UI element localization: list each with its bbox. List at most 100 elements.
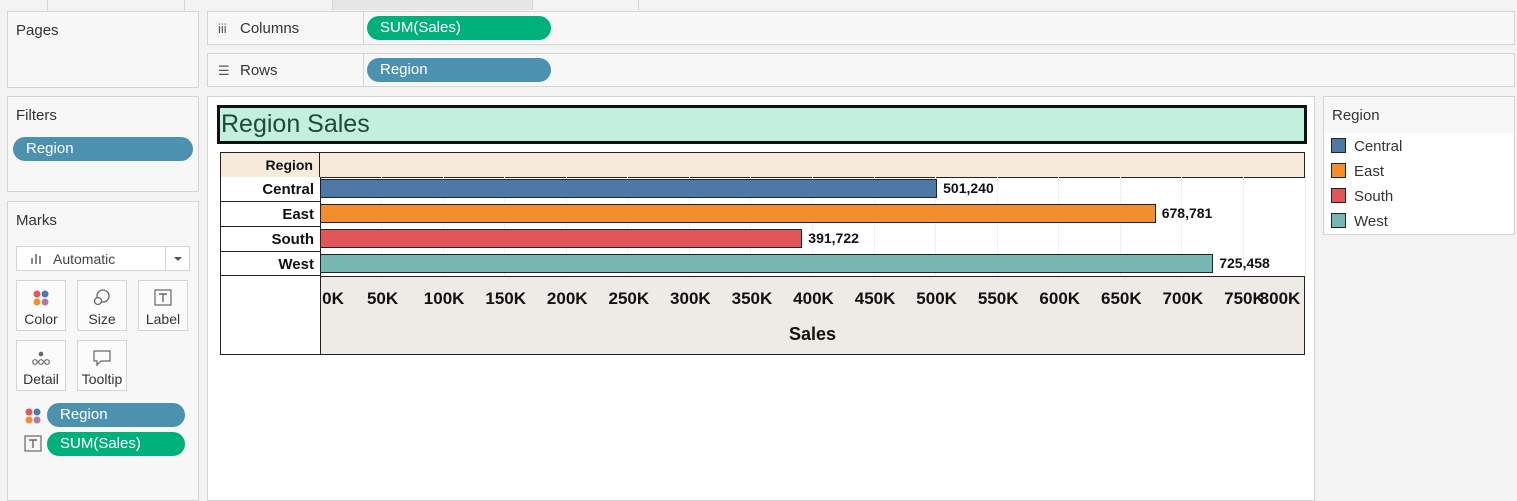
legend-label: Central bbox=[1354, 138, 1403, 155]
row-label-east[interactable]: East bbox=[282, 206, 314, 223]
x-tick-label: 750K bbox=[1224, 289, 1265, 308]
rows-pill-region[interactable]: Region bbox=[367, 58, 551, 82]
x-tick-label: 450K bbox=[854, 289, 896, 308]
bar-chart-icon bbox=[31, 254, 41, 264]
legend-swatch bbox=[1331, 163, 1346, 178]
bar-label-south: 391,722 bbox=[808, 230, 859, 246]
columns-drop-zone[interactable] bbox=[363, 12, 1514, 44]
top-tab[interactable] bbox=[532, 0, 638, 10]
mark-field-region[interactable]: Region bbox=[47, 403, 185, 427]
rows-icon: ☰ bbox=[218, 63, 230, 78]
row-divider bbox=[221, 201, 320, 202]
label-icon bbox=[154, 289, 172, 306]
row-label-central[interactable]: Central bbox=[262, 181, 314, 198]
legend-item-east[interactable]: East bbox=[1331, 163, 1384, 181]
filters-title: Filters bbox=[16, 107, 57, 124]
x-tick-label: 650K bbox=[1100, 289, 1142, 308]
chart-title[interactable]: Region Sales bbox=[217, 105, 1307, 144]
gridline bbox=[688, 177, 690, 276]
detail-button[interactable]: Detail bbox=[16, 340, 66, 391]
text-icon bbox=[24, 435, 42, 452]
viz-view[interactable]: Region Sales Region Central East South W… bbox=[207, 96, 1315, 501]
top-tab[interactable] bbox=[47, 0, 184, 10]
gridline bbox=[381, 177, 383, 276]
top-tab[interactable] bbox=[332, 0, 532, 10]
x-tick-label: 0K bbox=[322, 289, 344, 308]
detail-button-label: Detail bbox=[23, 371, 59, 387]
x-tick-label: 600K bbox=[1039, 289, 1081, 308]
x-tick-label: 100K bbox=[423, 289, 465, 308]
row-header-bar: Region bbox=[220, 152, 1305, 178]
gridline bbox=[750, 177, 752, 276]
gridline bbox=[1304, 177, 1306, 276]
row-label-west[interactable]: West bbox=[278, 256, 314, 273]
row-divider bbox=[221, 251, 320, 252]
label-button[interactable]: Label bbox=[138, 280, 188, 331]
color-legend: Region Central East South West bbox=[1323, 96, 1515, 235]
legend-swatch bbox=[1331, 188, 1346, 203]
marks-title: Marks bbox=[16, 212, 57, 229]
plot-area: 501,240 678,781 391,722 725,458 bbox=[320, 177, 1306, 276]
tooltip-button[interactable]: Tooltip bbox=[77, 340, 127, 391]
gridline bbox=[627, 177, 629, 276]
gridline bbox=[1181, 177, 1183, 276]
filters-card[interactable]: Filters Region bbox=[7, 96, 199, 192]
x-tick-label: 500K bbox=[916, 289, 957, 308]
x-tick-label: 250K bbox=[608, 289, 650, 308]
x-tick-label: 200K bbox=[546, 289, 588, 308]
detail-icon bbox=[32, 351, 50, 365]
rows-label: Rows bbox=[240, 62, 278, 79]
columns-pill-sum-sales[interactable]: SUM(Sales) bbox=[367, 16, 551, 40]
tooltip-button-label: Tooltip bbox=[81, 371, 123, 387]
bar-west[interactable] bbox=[320, 254, 1214, 273]
columns-label: Columns bbox=[240, 20, 300, 37]
color-icon bbox=[25, 408, 41, 424]
x-tick-label: 550K bbox=[977, 289, 1019, 308]
mark-type-label: Automatic bbox=[53, 251, 116, 267]
gridline bbox=[504, 177, 506, 276]
x-tick-label: 700K bbox=[1162, 289, 1204, 308]
pages-card[interactable]: Pages bbox=[7, 11, 199, 88]
label-button-label: Label bbox=[145, 311, 181, 327]
rows-drop-zone[interactable] bbox=[363, 54, 1514, 86]
bar-central[interactable] bbox=[320, 179, 938, 198]
filter-pill-region[interactable]: Region bbox=[13, 137, 193, 161]
gridline bbox=[565, 177, 567, 276]
x-tick-label: 300K bbox=[670, 289, 711, 308]
gridline bbox=[1058, 177, 1060, 276]
top-tab bbox=[638, 0, 639, 10]
legend-swatch bbox=[1331, 213, 1346, 228]
gridline bbox=[1242, 177, 1244, 276]
row-labels: Central East South West bbox=[220, 177, 321, 355]
gridline bbox=[873, 177, 875, 276]
row-header-label[interactable]: Region bbox=[221, 153, 320, 177]
x-tick-label: 50K bbox=[366, 289, 399, 308]
top-tab[interactable] bbox=[184, 0, 332, 10]
mark-type-dropdown[interactable]: Automatic bbox=[16, 246, 190, 271]
x-tick-label: 150K bbox=[485, 289, 527, 308]
legend-item-west[interactable]: West bbox=[1331, 213, 1388, 231]
bar-south[interactable] bbox=[320, 229, 803, 248]
columns-icon: iii bbox=[218, 21, 227, 36]
legend-label: South bbox=[1354, 188, 1394, 205]
bar-label-east: 678,781 bbox=[1161, 205, 1213, 221]
legend-label: West bbox=[1354, 213, 1388, 230]
row-label-south[interactable]: South bbox=[271, 231, 315, 248]
size-button-label: Size bbox=[88, 311, 116, 327]
x-axis-title[interactable]: Sales bbox=[788, 324, 837, 344]
legend-item-central[interactable]: Central bbox=[1331, 138, 1402, 156]
mark-field-sum-sales[interactable]: SUM(Sales) bbox=[47, 432, 185, 456]
color-icon bbox=[33, 290, 49, 306]
legend-title: Region bbox=[1332, 107, 1380, 124]
color-button[interactable]: Color bbox=[16, 280, 66, 331]
color-button-label: Color bbox=[24, 311, 58, 327]
chevron-down-icon[interactable] bbox=[165, 247, 189, 270]
bar-east[interactable] bbox=[320, 204, 1156, 223]
legend-swatch bbox=[1331, 138, 1346, 153]
gridline bbox=[1119, 177, 1121, 276]
size-button[interactable]: Size bbox=[77, 280, 127, 331]
tooltip-icon bbox=[93, 350, 111, 367]
x-axis[interactable]: 0K 50K 100K 150K 200K 250K 300K 350K 400K 450K 500… bbox=[320, 276, 1305, 355]
legend-item-south[interactable]: South bbox=[1331, 188, 1393, 206]
bar-label-central: 501,240 bbox=[943, 180, 994, 196]
